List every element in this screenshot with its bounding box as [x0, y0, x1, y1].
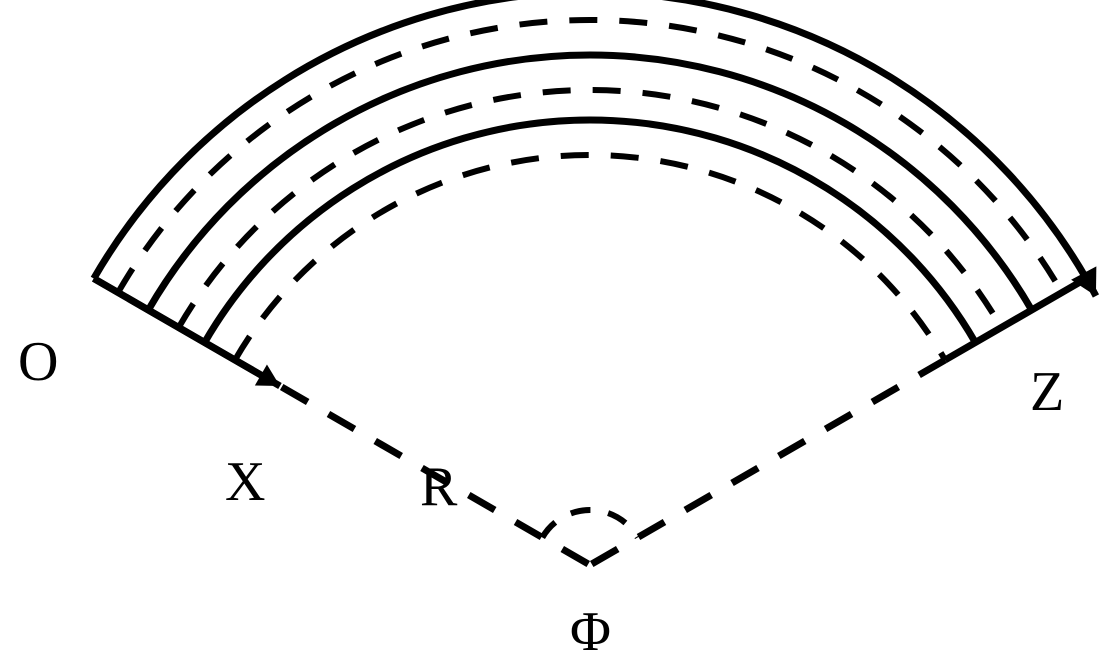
label-O: O [18, 330, 58, 394]
arc-r445 [205, 120, 976, 342]
arc-r475 [179, 90, 1002, 328]
x-axis-line [94, 279, 280, 387]
arc-r545 [118, 20, 1062, 293]
label-Phi: Φ [570, 600, 611, 664]
end-cap-right [945, 279, 1086, 361]
arc-r510 [148, 55, 1031, 310]
arc-diagram [0, 0, 1105, 662]
radius-line-left [235, 360, 590, 565]
radius-line-right [590, 360, 945, 565]
label-X: X [225, 450, 265, 514]
label-Z: Z [1030, 360, 1064, 424]
label-R: R [420, 455, 457, 519]
phi-arc [542, 510, 637, 538]
arc-r410 [235, 155, 945, 360]
